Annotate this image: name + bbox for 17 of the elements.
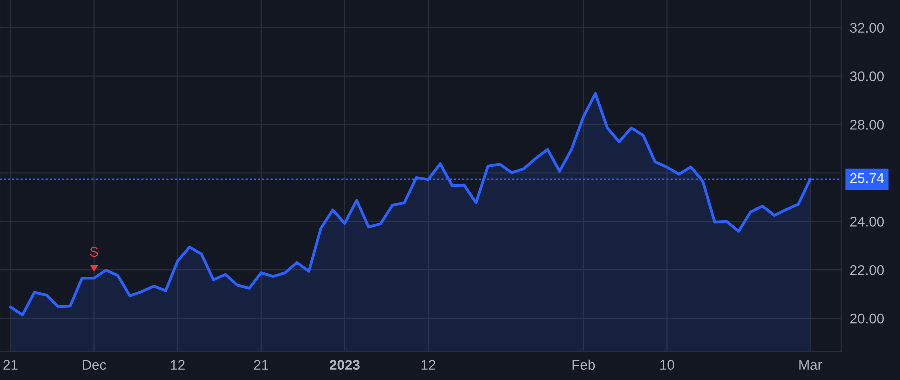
x-tick-label: Dec — [83, 360, 106, 370]
y-tick-label: 22.00 — [850, 265, 884, 276]
x-tick-label: 2023 — [330, 360, 360, 370]
x-tick-label: 12 — [422, 360, 436, 370]
ref-line-label: 25.74 — [850, 173, 884, 184]
y-tick-label: 24.00 — [850, 216, 884, 227]
x-tick-label: 12 — [171, 360, 185, 370]
x-tick-label: 21 — [254, 360, 268, 370]
y-tick-label: 30.00 — [850, 72, 884, 82]
x-tick-label: 10 — [660, 360, 674, 370]
x-tick-label: Mar — [800, 360, 822, 370]
annotation: S — [90, 247, 98, 258]
y-tick-label: 28.00 — [850, 120, 884, 130]
y-tick-label: 32.00 — [850, 23, 884, 34]
y-tick-label: 20.00 — [850, 314, 884, 324]
x-tick-label: 21 — [4, 360, 18, 370]
x-tick-label: Feb — [572, 360, 596, 370]
